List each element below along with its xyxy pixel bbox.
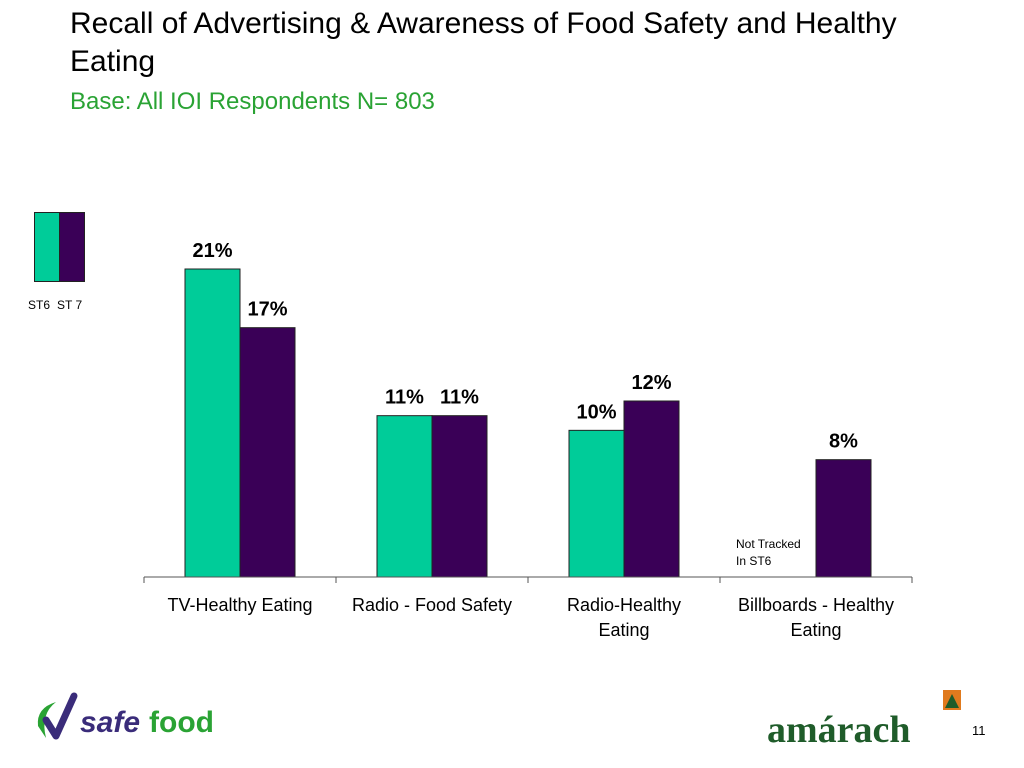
svg-text:food: food bbox=[149, 706, 214, 739]
amarach-logo: amárach bbox=[765, 688, 965, 753]
legend-label-st6: ST6 bbox=[28, 298, 51, 312]
data-label: 21% bbox=[192, 240, 232, 262]
x-tick-label: Eating bbox=[598, 620, 649, 640]
data-label: 17% bbox=[247, 299, 287, 321]
page-subtitle: Base: All IOI Respondents N= 803 bbox=[70, 88, 435, 115]
bar-st6 bbox=[184, 268, 241, 578]
data-label: 11% bbox=[440, 387, 479, 409]
legend-swatch-st7 bbox=[59, 212, 85, 282]
safefood-logo: safe food bbox=[30, 690, 230, 755]
bar-st6 bbox=[568, 429, 625, 578]
annotation-not-tracked: Not Tracked bbox=[736, 537, 801, 551]
bar-st7 bbox=[815, 459, 872, 578]
svg-text:amárach: amárach bbox=[767, 709, 911, 748]
svg-text:safe: safe bbox=[80, 706, 140, 739]
legend-label-st7: ST 7 bbox=[57, 298, 83, 312]
page-title: Recall of Advertising & Awareness of Foo… bbox=[70, 7, 897, 78]
x-tick-label: Eating bbox=[790, 620, 841, 640]
bar-st7 bbox=[623, 400, 680, 578]
page-number: 11 bbox=[972, 723, 986, 738]
bar-st7 bbox=[431, 415, 488, 578]
x-tick-label: TV-Healthy Eating bbox=[167, 595, 312, 615]
data-label: 11% bbox=[385, 387, 424, 409]
bar-chart: 21% 17% TV-Healthy Eating 11% 11% Radio - Foo… bbox=[143, 240, 913, 640]
data-label: 12% bbox=[631, 372, 671, 394]
x-tick-label: Radio - Food Safety bbox=[352, 595, 512, 615]
bar-st7 bbox=[239, 327, 296, 578]
data-label: 10% bbox=[576, 401, 616, 423]
annotation-not-tracked: In ST6 bbox=[736, 554, 772, 568]
x-tick-label: Radio-Healthy bbox=[567, 595, 681, 615]
bar-st6 bbox=[376, 415, 433, 578]
data-label: 8% bbox=[829, 431, 858, 453]
x-tick-label: Billboards - Healthy bbox=[738, 595, 894, 615]
